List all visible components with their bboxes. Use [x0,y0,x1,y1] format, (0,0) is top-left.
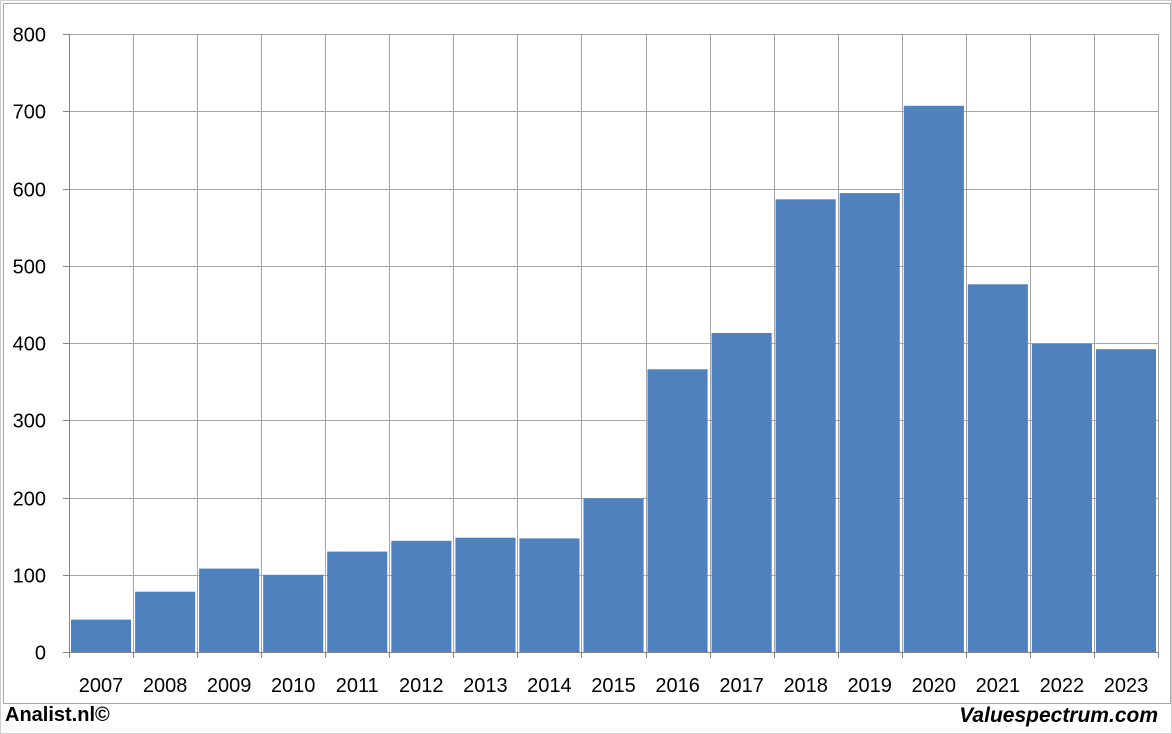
bar-2013 [455,537,516,652]
y-tick-label: 400 [13,334,46,356]
watermark-site: Valuespectrum.com [959,704,1158,727]
bar-2019 [839,193,900,652]
x-tick-label: 2010 [271,675,316,697]
y-tick-label: 600 [13,180,46,202]
bar-2020 [903,105,964,653]
x-tick-label: 2017 [719,675,764,697]
x-tick-label: 2015 [591,675,636,697]
x-tick-label: 2014 [527,675,572,697]
x-tick-label: 2023 [1104,675,1149,697]
bar-2012 [391,540,452,652]
x-tick-label: 2020 [912,675,957,697]
y-tick-label: 200 [13,489,46,511]
bar-2016 [647,369,708,652]
source-credit: Analist.nl© [5,704,110,726]
y-tick-label: 800 [13,25,46,47]
bar-2022 [1031,343,1092,652]
x-tick-label: 2007 [79,675,124,697]
bar-2018 [775,199,836,653]
y-tick-label: 100 [13,566,46,588]
bar-2015 [583,498,644,652]
tick-labels: 0 100 200 300 400 500 600 700 800 2007 2008 2009 201… [13,25,1149,698]
x-tick-label: 2021 [976,675,1021,697]
x-tick-label: 2012 [399,675,444,697]
bar-2009 [199,568,260,652]
x-tick-label: 2019 [847,675,892,697]
bar-2007 [71,619,132,652]
x-tick-label: 2011 [336,675,379,697]
y-tick-label: 300 [13,411,46,433]
bar-2008 [135,591,196,652]
bars [71,105,1156,653]
x-tick-label: 2018 [783,675,828,697]
x-tick-label: 2008 [143,675,188,697]
y-tick-label: 700 [13,102,46,124]
x-tick-label: 2022 [1040,675,1085,697]
bar-2011 [327,551,388,652]
bar-2023 [1095,349,1156,652]
axes [63,34,1159,658]
bar-2010 [263,574,324,653]
x-tick-label: 2016 [655,675,700,697]
y-tick-label: 0 [35,643,46,665]
bar-2017 [711,333,772,652]
bar-2021 [967,284,1028,652]
y-tick-label: 500 [13,257,46,279]
bar-2014 [519,538,580,652]
x-tick-label: 2009 [207,675,252,697]
x-tick-label: 2013 [463,675,508,697]
